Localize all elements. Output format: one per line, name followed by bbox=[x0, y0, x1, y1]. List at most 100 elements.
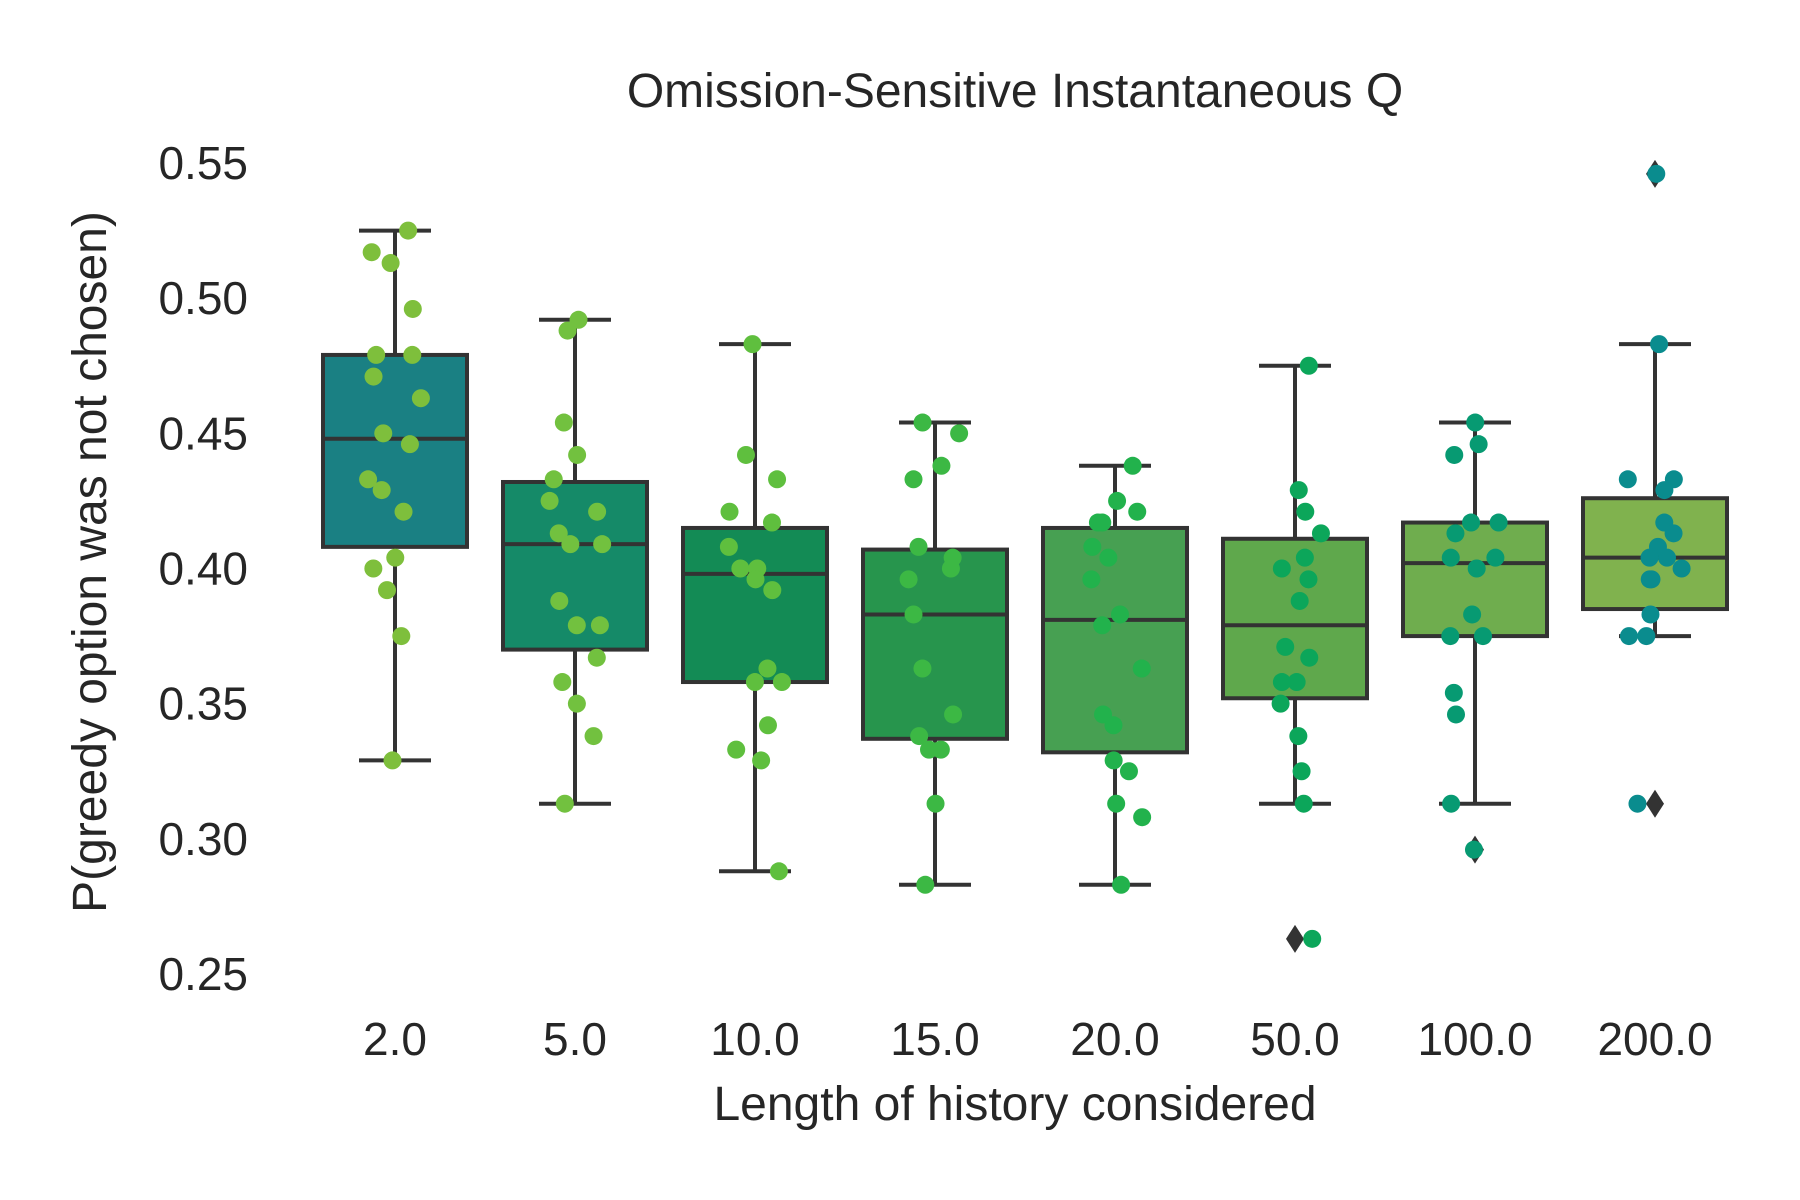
data-point bbox=[1290, 591, 1309, 610]
data-point bbox=[1664, 524, 1683, 543]
data-point bbox=[1672, 559, 1691, 578]
data-point bbox=[1473, 627, 1492, 646]
x-tick-label: 10.0 bbox=[710, 1013, 800, 1065]
data-point bbox=[1123, 456, 1142, 475]
data-point bbox=[1083, 537, 1102, 556]
data-point bbox=[1132, 659, 1151, 678]
box-iqr bbox=[1221, 536, 1369, 701]
data-point bbox=[758, 659, 777, 678]
data-point bbox=[561, 535, 580, 554]
data-point bbox=[904, 470, 923, 489]
y-tick-label: 0.30 bbox=[158, 813, 248, 865]
data-point bbox=[1108, 491, 1127, 510]
data-point bbox=[1311, 524, 1330, 543]
data-point bbox=[752, 751, 771, 770]
data-point bbox=[944, 705, 963, 724]
data-point bbox=[386, 548, 405, 567]
data-point bbox=[553, 673, 572, 692]
y-tick-labels: 0.25 0.30 0.35 0.40 0.45 0.50 0.55 bbox=[158, 137, 248, 1000]
data-point bbox=[1647, 164, 1666, 183]
box-iqr bbox=[681, 525, 829, 685]
data-point bbox=[403, 345, 422, 364]
data-point bbox=[359, 470, 378, 489]
data-point bbox=[1112, 875, 1131, 894]
data-point bbox=[567, 616, 586, 635]
x-tick-label: 50.0 bbox=[1250, 1013, 1340, 1065]
data-point bbox=[1088, 513, 1107, 532]
data-point bbox=[381, 254, 400, 273]
box-groups bbox=[321, 159, 1729, 953]
outlier-marker bbox=[1286, 924, 1304, 953]
data-point bbox=[743, 335, 762, 354]
data-point bbox=[1640, 548, 1659, 567]
y-tick-label: 0.25 bbox=[158, 948, 248, 1000]
box-group bbox=[1221, 356, 1369, 953]
x-tick-label: 20.0 bbox=[1070, 1013, 1160, 1065]
data-point bbox=[1271, 694, 1290, 713]
data-point bbox=[399, 221, 418, 240]
data-point bbox=[772, 673, 791, 692]
box-group bbox=[501, 310, 649, 813]
data-point bbox=[1110, 605, 1129, 624]
data-point bbox=[1276, 637, 1295, 656]
x-tick-label: 5.0 bbox=[543, 1013, 607, 1065]
data-point bbox=[1446, 705, 1465, 724]
data-point bbox=[913, 413, 932, 432]
data-point bbox=[550, 591, 569, 610]
y-tick-label: 0.40 bbox=[158, 543, 248, 595]
data-point bbox=[411, 389, 430, 408]
data-point bbox=[1446, 524, 1465, 543]
data-point bbox=[1287, 673, 1306, 692]
box-group bbox=[1581, 159, 1729, 818]
data-point bbox=[364, 367, 383, 386]
data-point bbox=[1441, 548, 1460, 567]
data-point bbox=[1093, 616, 1112, 635]
data-point bbox=[1469, 435, 1488, 454]
data-point bbox=[950, 424, 969, 443]
data-point bbox=[400, 435, 419, 454]
data-point bbox=[1303, 929, 1322, 948]
data-point bbox=[1272, 559, 1291, 578]
data-point bbox=[931, 740, 950, 759]
data-point bbox=[1107, 794, 1126, 813]
data-point bbox=[1296, 502, 1315, 521]
data-point bbox=[1463, 605, 1482, 624]
data-point bbox=[904, 605, 923, 624]
data-point bbox=[540, 491, 559, 510]
data-point bbox=[727, 740, 746, 759]
box-iqr bbox=[861, 547, 1009, 741]
data-point bbox=[909, 537, 928, 556]
data-point bbox=[758, 716, 777, 735]
data-point bbox=[558, 321, 577, 340]
box-group bbox=[1041, 456, 1189, 894]
y-tick-label: 0.45 bbox=[158, 407, 248, 459]
data-point bbox=[769, 862, 788, 881]
data-point bbox=[1467, 559, 1486, 578]
data-point bbox=[1655, 481, 1674, 500]
data-point bbox=[549, 524, 568, 543]
data-point bbox=[1289, 727, 1308, 746]
data-point bbox=[362, 243, 381, 262]
data-point bbox=[1650, 335, 1669, 354]
box-group bbox=[321, 221, 469, 770]
data-point bbox=[554, 413, 573, 432]
x-tick-labels: 2.0 5.0 10.0 15.0 20.0 50.0 100.0 200.0 bbox=[363, 1013, 1713, 1065]
box-group bbox=[1401, 413, 1549, 864]
data-point bbox=[1292, 762, 1311, 781]
data-point bbox=[719, 537, 738, 556]
data-point bbox=[392, 627, 411, 646]
data-point bbox=[588, 502, 607, 521]
data-point bbox=[1464, 840, 1483, 859]
data-point bbox=[899, 570, 918, 589]
data-point bbox=[763, 581, 782, 600]
data-point bbox=[1462, 513, 1481, 532]
data-point bbox=[593, 535, 612, 554]
data-point bbox=[1299, 570, 1318, 589]
data-point bbox=[403, 299, 422, 318]
chart-title: Omission-Sensitive Instantaneous Q bbox=[627, 65, 1403, 118]
data-point bbox=[1299, 356, 1318, 375]
data-point bbox=[1444, 683, 1463, 702]
data-point bbox=[926, 794, 945, 813]
box-iqr bbox=[321, 352, 469, 549]
data-point bbox=[731, 559, 750, 578]
